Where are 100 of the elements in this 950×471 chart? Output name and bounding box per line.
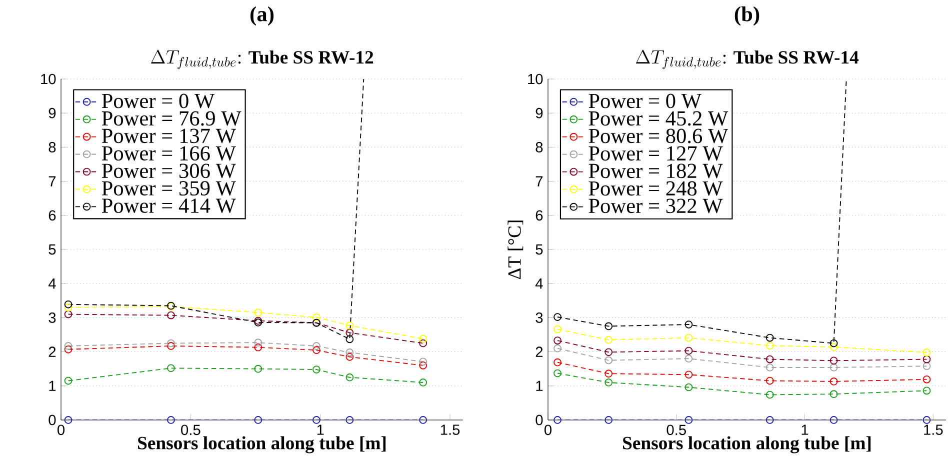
point xyxy=(346,335,354,344)
point xyxy=(419,334,427,343)
point xyxy=(684,334,693,342)
legend-label: Power = 76.9 W xyxy=(102,111,242,126)
y-tick-label: 3 xyxy=(48,312,56,323)
y-tick-label: 9 xyxy=(536,108,543,118)
legend-label: Power = 359 W xyxy=(102,181,236,196)
legend-label: Power = 80.6 W xyxy=(588,128,728,144)
y-tick-label: 0 xyxy=(48,414,56,426)
point xyxy=(64,304,72,312)
point xyxy=(830,343,838,351)
x-tick-label: 0 xyxy=(544,424,552,436)
y-tick-label: 6 xyxy=(536,210,543,221)
point xyxy=(766,416,774,424)
x-axis-title: Sensors location along tube [m] xyxy=(138,436,386,454)
point xyxy=(419,358,427,366)
text: (a) xyxy=(250,6,274,26)
point xyxy=(254,343,262,352)
point xyxy=(254,308,262,317)
y-tick-label: 10 xyxy=(528,74,543,84)
point xyxy=(922,375,931,384)
point xyxy=(766,390,774,399)
point xyxy=(167,364,175,372)
x-tick-label: 1.5 xyxy=(440,424,460,435)
y-tick-label: 10 xyxy=(41,74,56,84)
point xyxy=(604,370,613,378)
y-tick-label: 5 xyxy=(536,244,543,255)
point xyxy=(830,364,838,372)
legend-label: Power = 414 W xyxy=(102,198,236,214)
point xyxy=(604,416,613,424)
point xyxy=(554,336,562,344)
point xyxy=(604,336,613,344)
point xyxy=(766,342,774,350)
point xyxy=(64,416,72,424)
point xyxy=(64,345,72,354)
y-tick-label: 8 xyxy=(48,142,56,152)
chart-title: $\Delta T_{fluid,tube}\mbox{: \bfseries Tube SS RW-12}$ xyxy=(151,50,374,70)
point xyxy=(684,354,693,363)
legend-label: Power = 306 W xyxy=(102,164,236,178)
x-tick-label: 0.5 xyxy=(666,424,686,436)
x-axis-title: Sensors location along tube [m] xyxy=(623,436,871,454)
point xyxy=(766,334,774,342)
point xyxy=(419,378,427,386)
point xyxy=(167,416,175,424)
point xyxy=(830,378,838,386)
point xyxy=(346,373,354,382)
y-tick-label: 2 xyxy=(536,346,543,357)
point xyxy=(419,339,427,348)
point xyxy=(254,416,262,424)
point xyxy=(554,416,562,424)
point xyxy=(830,416,838,424)
x-tick-label: 1 xyxy=(802,424,808,435)
point xyxy=(167,339,175,348)
point xyxy=(830,339,838,348)
point xyxy=(684,346,693,355)
y-tick-label: 8 xyxy=(536,142,543,152)
legend-label: Power = 166 W xyxy=(102,146,236,161)
legend-label: Power = 248 W xyxy=(588,181,723,196)
point xyxy=(64,376,72,385)
y-tick-label: 9 xyxy=(48,108,56,118)
point xyxy=(766,364,774,372)
x-tick-label: 1 xyxy=(317,424,324,435)
point xyxy=(604,322,613,330)
chart-title: $\Delta T_{fluid,tube}\mbox{: \bfseries Tube SS RW-14}$ xyxy=(636,50,859,70)
x-tick-label: 0.5 xyxy=(181,424,200,436)
point xyxy=(554,313,562,321)
point xyxy=(346,416,354,424)
legend-label: Power = 322 W xyxy=(588,198,723,214)
point xyxy=(254,338,262,347)
point xyxy=(922,362,931,370)
point xyxy=(684,383,693,392)
y-tick-label: 6 xyxy=(48,210,56,221)
y-tick-label: 7 xyxy=(536,176,543,186)
legend-label: Power = 0 W xyxy=(102,94,215,108)
point xyxy=(312,366,320,374)
point xyxy=(346,322,354,330)
point xyxy=(346,348,354,356)
y-tick-label: 2 xyxy=(48,346,56,357)
y-tick-label: 4 xyxy=(535,278,543,289)
point xyxy=(419,361,427,370)
point xyxy=(922,386,931,395)
point xyxy=(167,311,175,320)
text: (b) xyxy=(734,6,760,26)
point xyxy=(312,416,320,424)
y-tick-label: 1 xyxy=(536,380,543,391)
point xyxy=(766,355,774,364)
legend-label: Power = 127 W xyxy=(588,146,723,161)
point xyxy=(604,356,613,364)
legend-label: Power = 0 W xyxy=(588,94,702,108)
point xyxy=(684,370,693,379)
y-tick-label: 5 xyxy=(48,244,56,255)
legend-label: Power = 137 W xyxy=(102,128,236,144)
point xyxy=(922,348,931,356)
y-tick-label: 7 xyxy=(48,176,56,186)
point xyxy=(167,342,175,350)
point xyxy=(684,320,693,328)
y-axis-title: ΔT [°C] xyxy=(508,220,524,279)
point xyxy=(419,416,427,424)
point xyxy=(346,328,354,337)
y-tick-label: 1 xyxy=(49,380,56,391)
